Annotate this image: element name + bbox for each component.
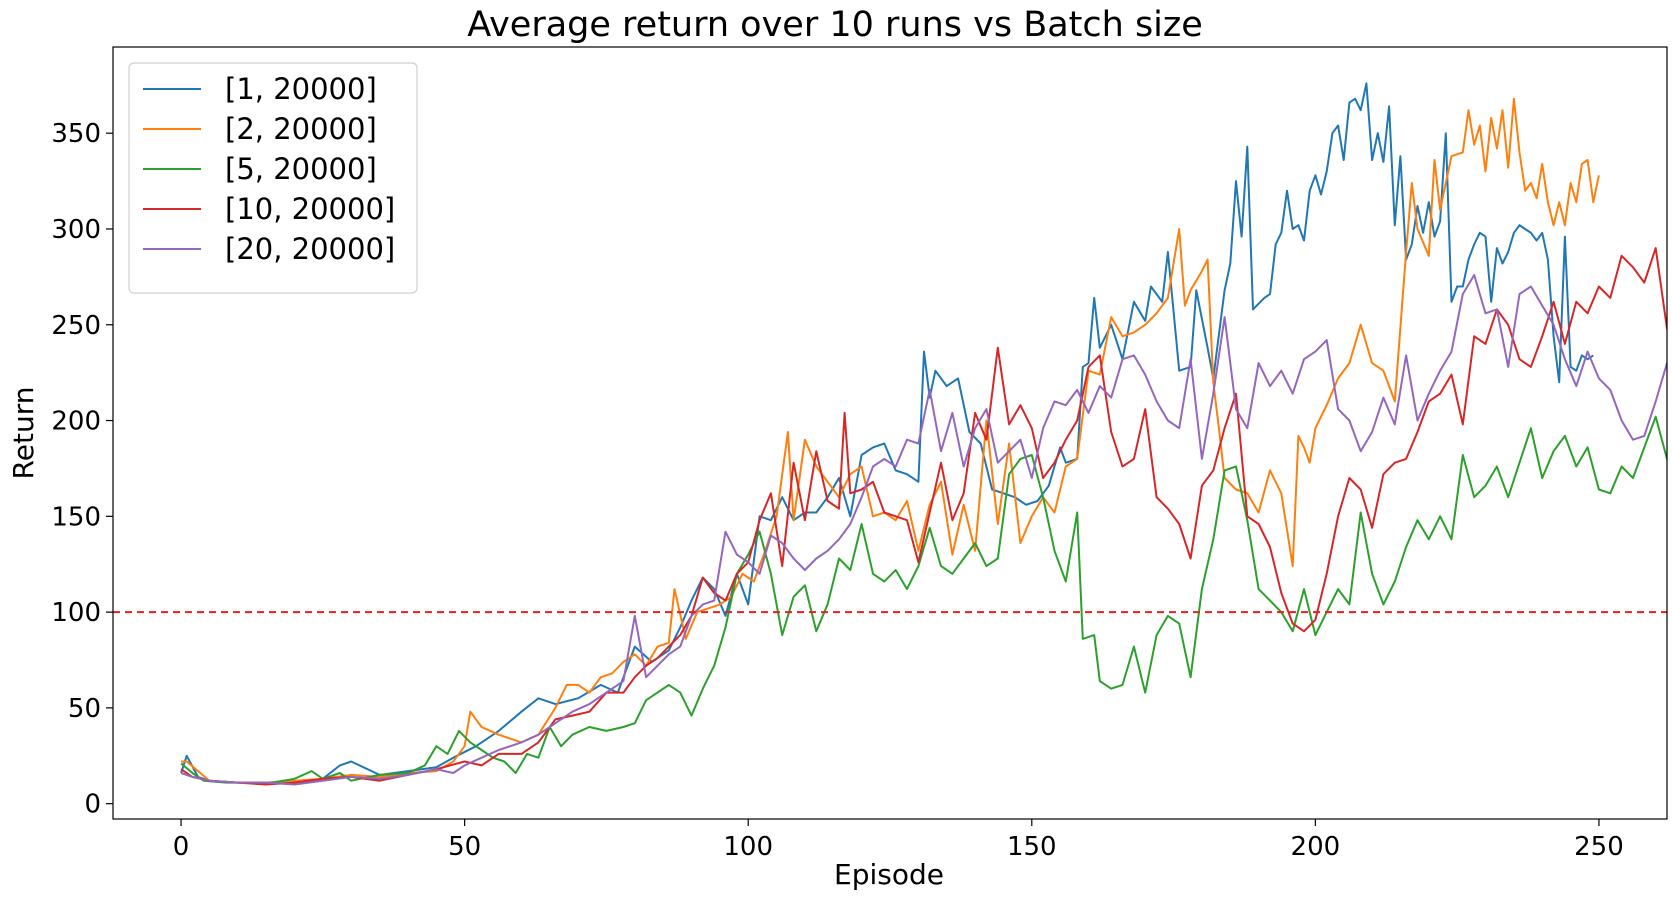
series-line-3 xyxy=(180,415,1667,784)
plot-area xyxy=(113,82,1667,786)
x-axis-ticks: 0 50 100 150 200 250 xyxy=(173,819,1624,862)
series-line-2 xyxy=(181,97,1600,784)
x-tick-label: 0 xyxy=(173,832,190,862)
x-axis-label: Episode xyxy=(834,858,944,891)
legend-box xyxy=(128,62,418,294)
x-tick-label: 250 xyxy=(1574,832,1624,862)
legend-label: [5, 20000] xyxy=(225,152,377,186)
y-axis-label: Return xyxy=(7,387,40,480)
y-tick-label: 100 xyxy=(51,598,101,628)
y-tick-label: 300 xyxy=(51,215,101,245)
legend: [1, 20000] [2, 20000] [5, 20000] [10, 20000… xyxy=(128,62,418,294)
x-tick-label: 100 xyxy=(723,832,773,862)
legend-label: [2, 20000] xyxy=(225,112,377,146)
series-line-1 xyxy=(180,82,1594,784)
y-tick-label: 350 xyxy=(51,119,101,149)
legend-label: [20, 20000] xyxy=(225,232,395,266)
x-tick-label: 50 xyxy=(448,832,481,862)
legend-label: [10, 20000] xyxy=(225,192,395,226)
y-axis-ticks: 0 50 100 150 200 250 300 350 xyxy=(51,119,113,820)
y-tick-label: 200 xyxy=(51,407,101,437)
x-tick-label: 150 xyxy=(1007,832,1057,862)
y-tick-label: 250 xyxy=(51,311,101,341)
series-line-4 xyxy=(180,247,1667,786)
series-line-5 xyxy=(180,274,1667,786)
chart-title: Average return over 10 runs vs Batch siz… xyxy=(467,5,1203,45)
x-tick-label: 200 xyxy=(1291,832,1341,862)
y-tick-label: 150 xyxy=(51,502,101,532)
legend-label: [1, 20000] xyxy=(225,72,377,106)
y-tick-label: 50 xyxy=(68,694,101,724)
y-tick-label: 0 xyxy=(84,790,101,820)
plot-frame xyxy=(112,46,1668,820)
